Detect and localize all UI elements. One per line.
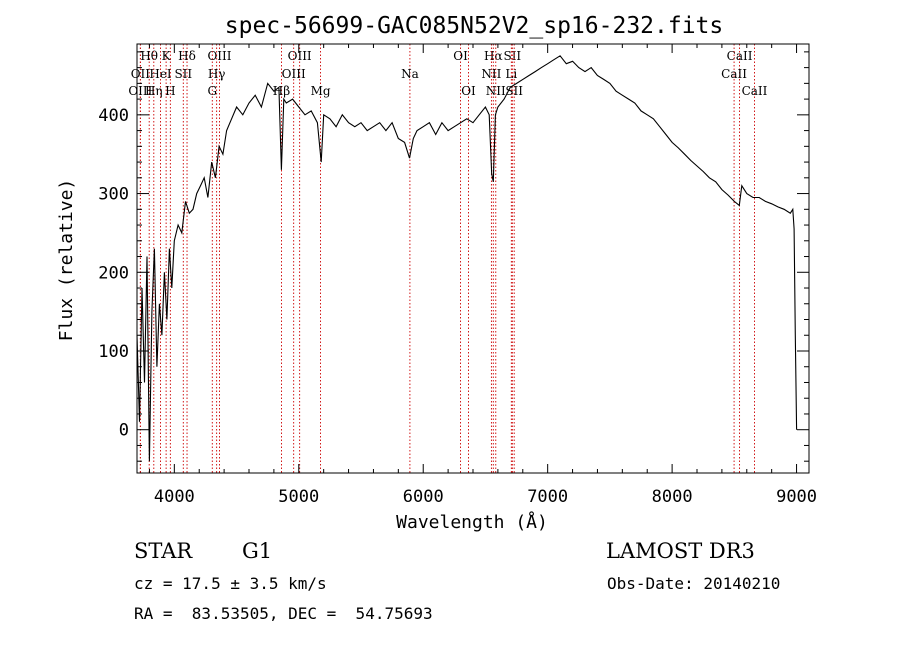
x-tick-label: 8000 [652, 487, 693, 507]
line-marker-label: Mg [311, 84, 331, 98]
x-tick-label: 9000 [776, 487, 817, 507]
line-marker-label: OIII [207, 49, 231, 63]
line-marker-label: OIII [128, 84, 152, 98]
x-tick-label: 7000 [527, 487, 568, 507]
object-class: STAR [134, 539, 193, 563]
line-marker-label: CaII [721, 67, 747, 81]
y-tick-label: 200 [98, 263, 129, 283]
line-marker-label: OII [131, 67, 151, 81]
line-marker-label: Hγ [208, 67, 226, 81]
object-subclass: G1 [242, 539, 273, 563]
line-marker-label: H [165, 84, 175, 98]
line-marker-label: Na [401, 67, 419, 81]
x-axis-ticks: 4000 5000 6000 7000 8000 9000 [148, 44, 817, 507]
line-marker-label: HeI [149, 67, 172, 81]
line-marker-label: Hθ [140, 49, 158, 63]
y-tick-label: 400 [98, 106, 129, 126]
y-tick-label: 100 [98, 342, 129, 362]
x-axis-label: Wavelength (Å) [396, 511, 548, 533]
emission-line-markers: Hθ OII OIII K HeI Hη SII H Hδ OIII Hγ G OIII OIII Hβ Mg… [128, 44, 768, 473]
line-marker-label: CaII [727, 49, 753, 63]
observation-date: Obs-Date: 20140210 [607, 574, 781, 593]
line-marker-label: OI [461, 84, 476, 98]
y-tick-label: 300 [98, 185, 129, 205]
y-tick-label: 0 [119, 421, 129, 441]
y-axis-ticks: 0 100 200 300 400 [98, 51, 809, 462]
x-tick-label: 5000 [278, 487, 319, 507]
line-marker-label: OIII [288, 49, 312, 63]
line-marker-label: Li [505, 67, 517, 81]
line-marker-label: OI [453, 49, 468, 63]
line-marker-label: SII [174, 67, 192, 81]
line-marker-label: Hη [145, 84, 163, 98]
survey-name: LAMOST DR3 [606, 539, 755, 563]
line-marker-label: Hα [484, 49, 503, 63]
line-marker-label: G [207, 84, 217, 98]
x-tick-label: 6000 [403, 487, 444, 507]
line-marker-label: Hδ [178, 49, 196, 63]
line-marker-label: K [162, 49, 172, 63]
chart-title: spec-56699-GAC085N52V2_sp16-232.fits [225, 13, 724, 39]
line-marker-label: CaII [742, 84, 768, 98]
flux-series-line [136, 55, 798, 462]
x-tick-label: 4000 [154, 487, 195, 507]
line-marker-label: Hβ [273, 84, 290, 98]
line-marker-label: SII [503, 49, 521, 63]
ra-dec-coordinates: RA = 83.53505, DEC = 54.75693 [134, 604, 433, 623]
redshift-cz: cz = 17.5 ± 3.5 km/s [134, 574, 327, 593]
y-axis-label: Flux (relative) [56, 179, 77, 342]
line-marker-label: NII [481, 67, 501, 81]
line-marker-label: OIII [282, 67, 306, 81]
line-marker-label: NII [486, 84, 506, 98]
